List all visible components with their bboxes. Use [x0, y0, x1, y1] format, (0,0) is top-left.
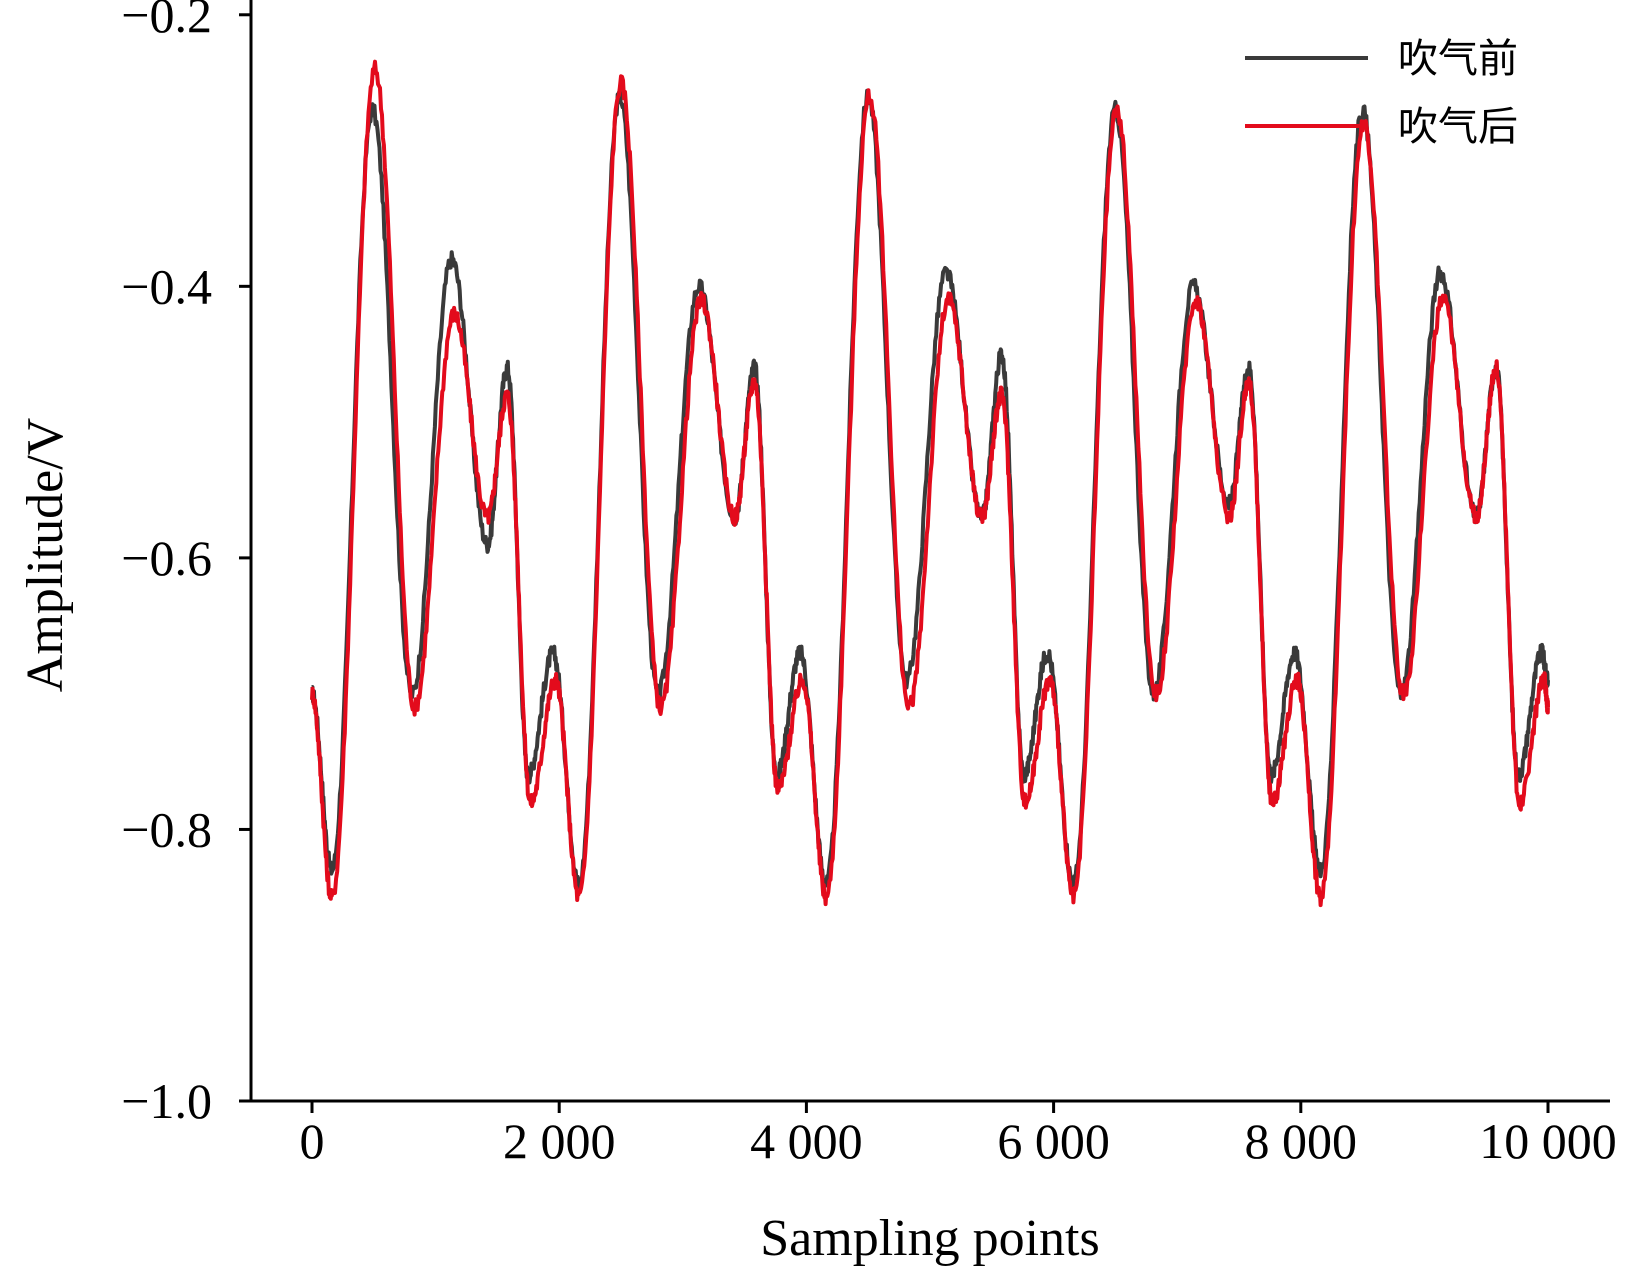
x-tick-label: 4 000 — [750, 1113, 863, 1169]
y-tick-label: −1.0 — [121, 1073, 212, 1129]
y-axis-title: Amplitude/V — [17, 418, 74, 692]
series-layer — [310, 59, 1550, 908]
x-tick-label: 10 000 — [1479, 1113, 1617, 1169]
x-tick-label: 0 — [300, 1113, 325, 1169]
legend-label: 吹气前 — [1398, 36, 1518, 82]
series-line-2 — [310, 59, 1550, 908]
y-tick-label: −0.8 — [121, 801, 212, 857]
y-tick-label: −0.4 — [121, 258, 212, 314]
x-tick-label: 6 000 — [997, 1113, 1110, 1169]
y-tick-label: −0.6 — [121, 530, 212, 586]
y-axis-ticks: −1.0 −0.8 −0.6 −0.4 −0.2 — [121, 0, 251, 1129]
x-tick-label: 2 000 — [503, 1113, 616, 1169]
axes — [249, 0, 1610, 1103]
x-axis-title: Sampling points — [760, 1210, 1099, 1267]
y-tick-label: −0.2 — [121, 0, 212, 43]
x-tick-label: 8 000 — [1245, 1113, 1358, 1169]
legend-label: 吹气后 — [1398, 104, 1518, 150]
x-axis-ticks: 0 2 000 4 000 6 000 8 000 10 000 — [300, 1101, 1617, 1169]
